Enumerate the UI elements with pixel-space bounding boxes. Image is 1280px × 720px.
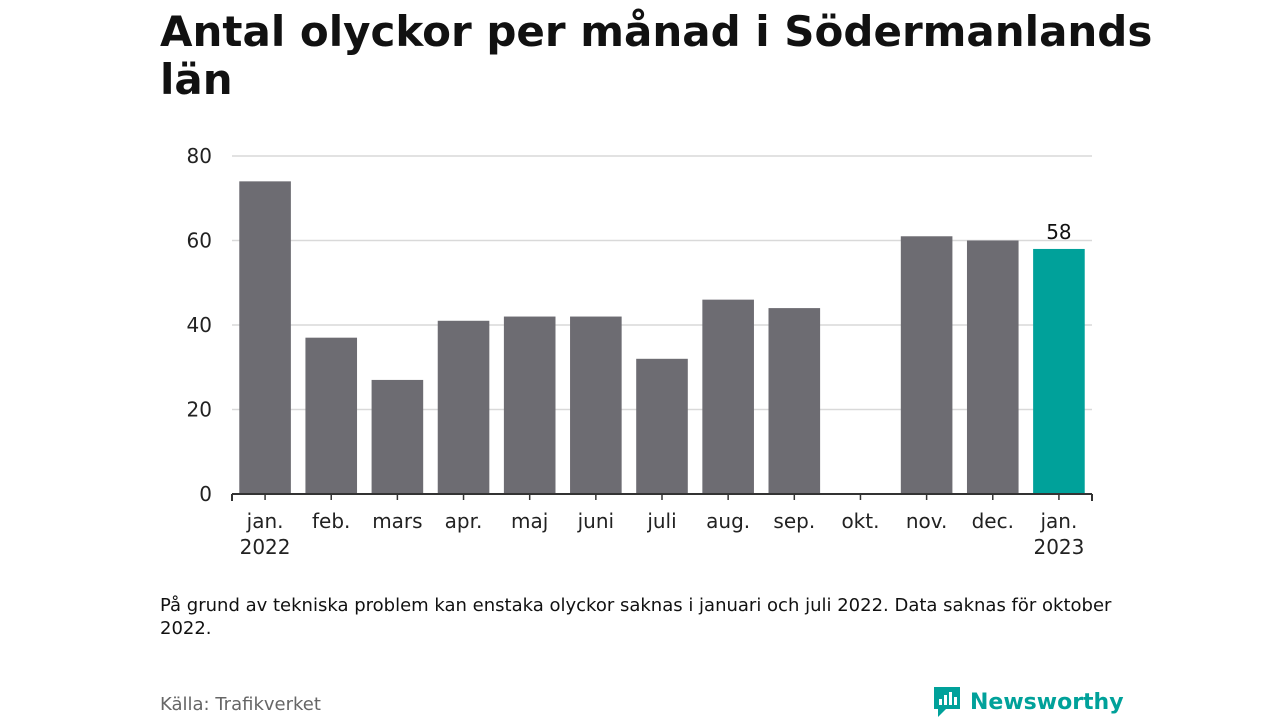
y-tick-label: 40 [187,313,212,337]
x-tick-label: feb. [312,509,350,533]
bar [570,316,622,494]
bar [437,320,490,494]
x-tick-label: juli [646,509,676,533]
y-tick-label: 60 [187,229,212,253]
footnote: På grund av tekniska problem kan enstaka… [160,595,1112,639]
bar [371,379,424,494]
y-tick-label: 80 [187,144,212,168]
bar [702,299,754,494]
bar-value-label: 58 [1046,220,1071,244]
x-tick-label: okt. [841,509,879,533]
bar [305,337,358,494]
x-tick-label: sep. [773,509,815,533]
bar [636,358,688,494]
bars [239,181,1085,494]
x-tick-label: mars [372,509,422,533]
x-tick-label: aug. [706,509,750,533]
x-tick-label: juni [577,509,614,533]
bar [966,240,1019,494]
x-axis [231,493,1093,501]
x-tick-label: maj [511,509,548,533]
brand[interactable]: Newsworthy [932,684,1124,720]
x-tick-label: apr. [445,509,483,533]
bar [768,308,821,494]
x-tick-label: jan. [246,509,284,533]
brand-name: Newsworthy [970,689,1124,715]
x-tick-label: 2023 [1033,535,1084,559]
x-tick-label: dec. [972,509,1014,533]
x-tick-label: 2022 [240,535,291,559]
y-tick-label: 20 [187,398,212,422]
x-tick-label: jan. [1039,509,1077,533]
bar [503,316,556,494]
bar-highlight [1033,248,1085,494]
newsworthy-logo-icon [934,687,960,717]
bar [900,236,953,494]
x-tick-label: nov. [906,509,948,533]
chart-title: Antal olyckor per månad i Södermanlands … [160,7,1153,104]
bar [239,181,291,494]
y-tick-label: 0 [199,482,212,506]
source-text: Källa: Trafikverket [160,694,321,715]
